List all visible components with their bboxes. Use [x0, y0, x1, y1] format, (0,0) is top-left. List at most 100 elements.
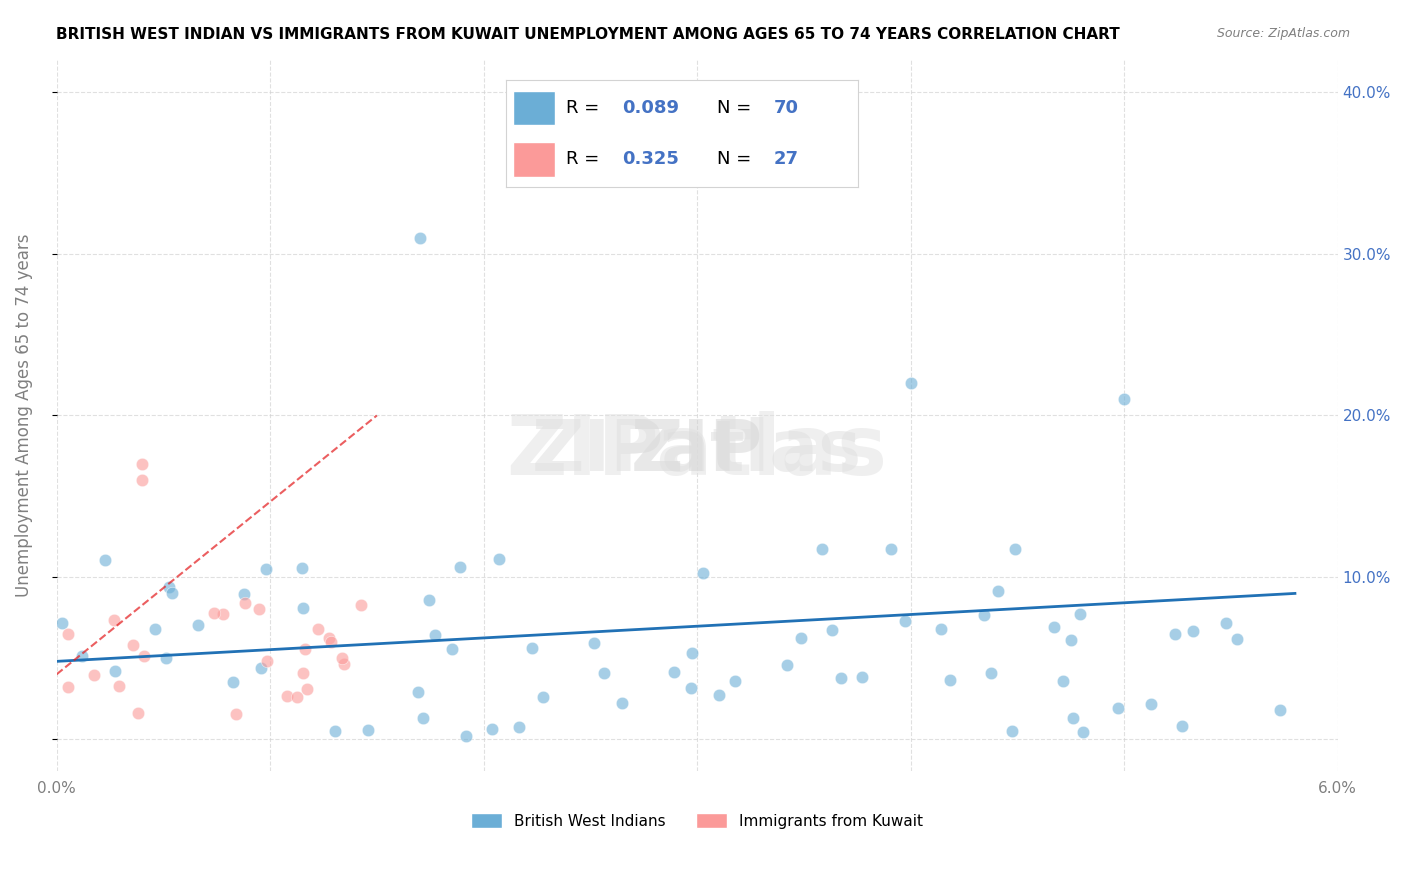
Point — [350, 599, 373, 613]
Point — [1004, 542, 1026, 557]
Legend: British West Indians, Immigrants from Kuwait: British West Indians, Immigrants from Ku… — [465, 806, 929, 835]
Point — [880, 541, 903, 556]
Point — [132, 649, 155, 664]
Point — [724, 673, 747, 688]
Point — [440, 641, 463, 656]
Point — [851, 670, 873, 684]
Point — [56, 626, 79, 640]
Point — [321, 635, 343, 649]
Point — [330, 651, 353, 665]
Point — [104, 664, 127, 678]
Point — [894, 615, 917, 629]
Point — [131, 457, 153, 471]
Text: 70: 70 — [773, 99, 799, 117]
Point — [276, 690, 298, 704]
Point — [681, 647, 703, 661]
Point — [143, 622, 166, 636]
Point — [423, 628, 446, 642]
Text: N =: N = — [717, 99, 756, 117]
Point — [233, 596, 256, 610]
Point — [225, 706, 247, 721]
Point — [610, 696, 633, 710]
Point — [1268, 703, 1291, 717]
Point — [1182, 624, 1205, 638]
Text: BRITISH WEST INDIAN VS IMMIGRANTS FROM KUWAIT UNEMPLOYMENT AMONG AGES 65 TO 74 Y: BRITISH WEST INDIAN VS IMMIGRANTS FROM K… — [56, 27, 1121, 42]
Y-axis label: Unemployment Among Ages 65 to 74 years: Unemployment Among Ages 65 to 74 years — [15, 234, 32, 598]
Point — [323, 723, 346, 738]
Point — [1052, 673, 1074, 688]
Point — [250, 661, 273, 675]
FancyBboxPatch shape — [513, 91, 555, 125]
Point — [900, 376, 922, 391]
Text: ZIPatlas: ZIPatlas — [506, 410, 887, 491]
Point — [291, 601, 314, 615]
Point — [294, 641, 316, 656]
Text: N =: N = — [717, 151, 756, 169]
Text: ZIP: ZIP — [631, 417, 763, 485]
Text: Source: ZipAtlas.com: Source: ZipAtlas.com — [1216, 27, 1350, 40]
Point — [692, 566, 714, 581]
Point — [662, 665, 685, 679]
Point — [232, 587, 254, 601]
Point — [931, 622, 953, 636]
Point — [412, 711, 434, 725]
Point — [508, 719, 530, 733]
Point — [1140, 698, 1163, 712]
Point — [790, 631, 813, 645]
Text: ZIPatlas: ZIPatlas — [531, 417, 862, 485]
Point — [211, 607, 233, 622]
Point — [707, 688, 730, 702]
Point — [51, 615, 73, 630]
Text: 0.089: 0.089 — [621, 99, 679, 117]
Point — [583, 636, 606, 650]
Point — [254, 561, 277, 575]
Point — [456, 729, 478, 743]
Point — [449, 560, 471, 574]
Point — [1069, 607, 1091, 621]
Point — [72, 648, 94, 663]
Point — [973, 608, 995, 623]
Point — [1171, 719, 1194, 733]
Point — [1060, 632, 1083, 647]
Point — [285, 690, 308, 705]
Text: 27: 27 — [773, 151, 799, 169]
Point — [980, 666, 1002, 681]
Point — [830, 671, 852, 685]
Point — [1163, 626, 1185, 640]
Point — [406, 685, 429, 699]
Point — [131, 473, 153, 487]
Point — [821, 623, 844, 637]
Point — [408, 230, 430, 244]
Point — [1215, 615, 1237, 630]
Point — [987, 583, 1010, 598]
Point — [1071, 724, 1094, 739]
Point — [291, 561, 314, 575]
Text: 0.325: 0.325 — [621, 151, 679, 169]
Point — [162, 586, 184, 600]
Point — [187, 618, 209, 632]
Point — [202, 606, 225, 620]
Point — [488, 552, 510, 566]
Point — [292, 665, 315, 680]
Point — [679, 681, 702, 695]
Point — [318, 631, 340, 645]
Text: R =: R = — [565, 99, 605, 117]
Point — [481, 722, 503, 736]
Point — [333, 657, 356, 672]
Point — [1001, 724, 1024, 739]
Point — [1042, 620, 1064, 634]
Point — [297, 681, 319, 696]
Point — [307, 622, 329, 636]
Text: R =: R = — [565, 151, 605, 169]
Point — [122, 638, 145, 652]
Point — [418, 592, 440, 607]
Point — [592, 666, 614, 681]
Point — [94, 553, 117, 567]
Point — [157, 580, 180, 594]
Point — [58, 681, 80, 695]
Point — [107, 679, 129, 693]
Point — [810, 542, 832, 557]
FancyBboxPatch shape — [513, 143, 555, 177]
Point — [221, 675, 243, 690]
Point — [776, 657, 799, 672]
